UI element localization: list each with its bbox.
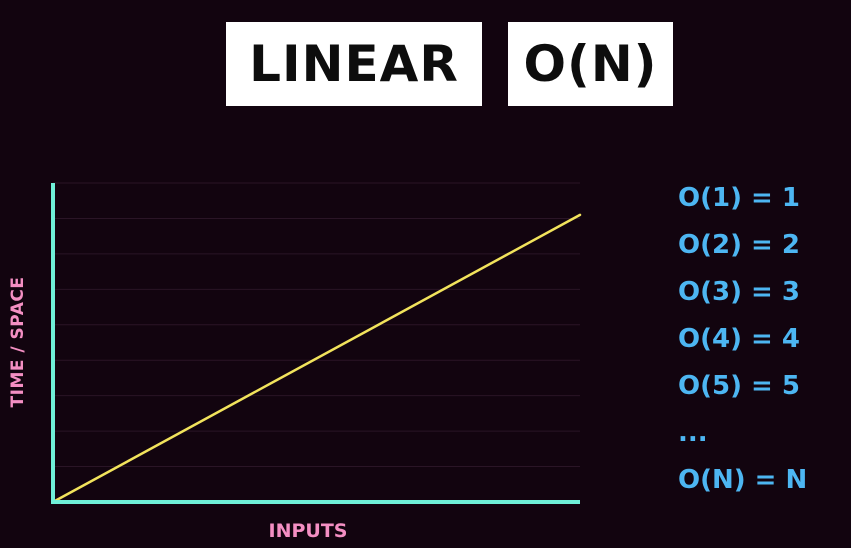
notation-item: ... [678,418,708,448]
y-axis-label: TIME / SPACE [8,276,28,408]
notation-item: O(2) = 2 [678,230,800,260]
grid-lines [53,182,580,468]
notation-list: O(1) = 1 O(2) = 2 O(3) = 3 O(4) = 4 O(5) = 5… [678,178,807,507]
notation-item: O(4) = 4 [678,324,800,354]
title-big-o: O(N) [508,22,673,106]
notation-item: O(3) = 3 [678,277,800,307]
notation-item: O(1) = 1 [678,183,800,213]
series-layer [51,213,582,504]
axes [51,183,580,504]
notation-item: O(5) = 5 [678,371,800,401]
notation-item: O(N) = N [678,465,808,495]
title-linear: LINEAR [226,22,482,106]
x-axis-label: INPUTS [268,520,348,542]
series-line [51,213,582,504]
